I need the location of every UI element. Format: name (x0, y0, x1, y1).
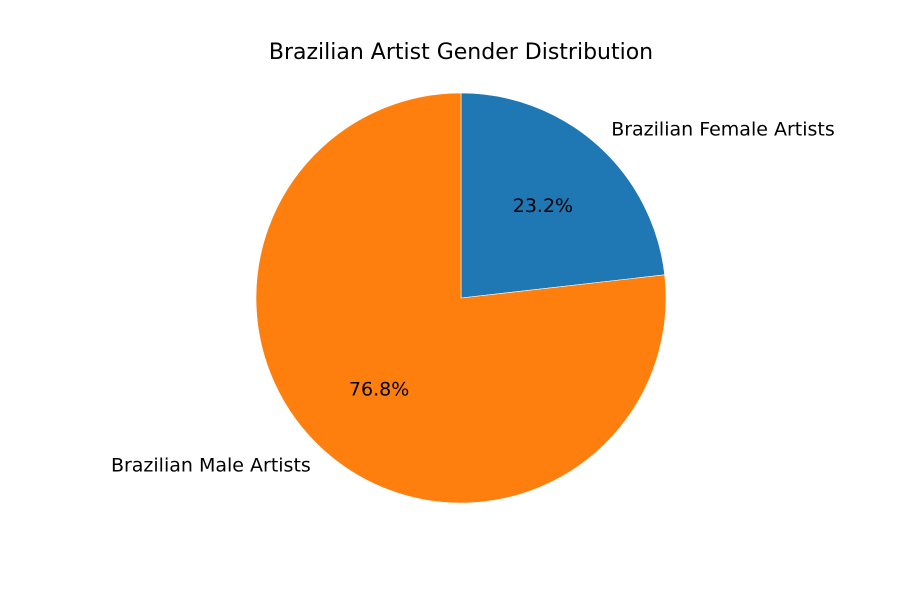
pie-labels: Brazilian Female Artists 23.2% Brazilian M… (111, 118, 835, 476)
pie-slices (255, 92, 667, 504)
slice-label-1: Brazilian Female Artists (611, 118, 835, 140)
slice-percent-2: 76.8% (349, 378, 409, 400)
pie-slice-1 (460, 92, 666, 299)
slice-label-2: Brazilian Male Artists (111, 455, 311, 477)
pie-slice-2 (255, 92, 667, 504)
slice-percent-1: 23.2% (513, 195, 573, 217)
chart-title: Brazilian Artist Gender Distribution (269, 40, 653, 65)
